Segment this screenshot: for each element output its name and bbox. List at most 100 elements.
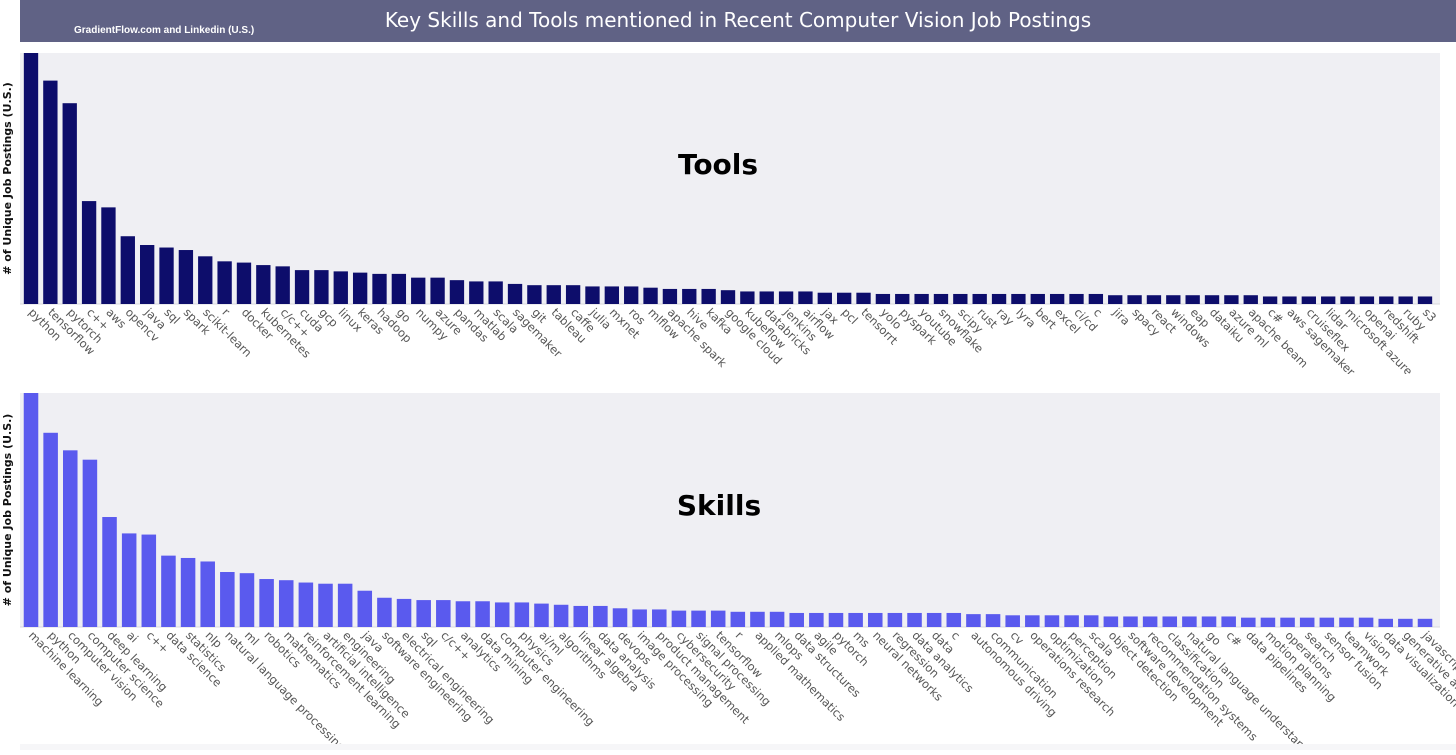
tools-bar-python — [23, 53, 39, 304]
skills-bar-deep-learning — [102, 517, 117, 627]
skills-bar-classification — [1162, 616, 1178, 627]
skills-tick-label-c: c# — [1224, 628, 1245, 649]
skills-bar-teamwork — [1339, 617, 1354, 627]
tools-bar-kubeflow — [740, 291, 755, 304]
tools-bar-eap — [1185, 295, 1200, 305]
tools-bar-kubernetes — [256, 265, 271, 304]
tools-plot-background — [20, 53, 1440, 304]
skills-bar-computer-science — [82, 459, 98, 627]
skills-bar-perception — [1064, 615, 1079, 627]
tools-bar-jax — [817, 292, 832, 304]
skills-bar-javascript — [1417, 618, 1433, 627]
tools-bar-openai — [1359, 296, 1375, 304]
tools-tick-label-bert: bert — [1033, 305, 1060, 332]
skills-bar-communication — [985, 614, 1001, 627]
tools-bar-linux — [333, 271, 348, 304]
skills-bar-ml — [239, 573, 255, 627]
skills-bar-c — [141, 534, 157, 627]
tools-y-axis-label: # of Unique Job Postings (U.S.) — [1, 82, 14, 275]
tools-bar-tensorrt — [856, 292, 871, 304]
tools-bar-spark — [178, 250, 194, 304]
skills-bar-c-c — [436, 600, 451, 627]
tools-bar-scala — [488, 281, 503, 304]
tools-bar-matlab — [469, 281, 484, 304]
skills-bar-data-visualization — [1378, 618, 1393, 627]
tools-bar-mlflow — [643, 287, 658, 305]
tools-bar-rust — [972, 293, 987, 304]
tools-bar-scipy — [953, 293, 968, 304]
skills-bar-linear-algebra — [573, 605, 589, 627]
skills-bar-r — [730, 611, 746, 627]
tools-tick-label-ray: ray — [994, 305, 1017, 328]
tools-bar-azure-ml — [1224, 295, 1239, 305]
skills-bar-pytorch — [828, 612, 844, 627]
tools-bar-tensorflow — [43, 80, 58, 304]
skills-bar-mathematics — [278, 580, 294, 627]
tools-bar-ruby — [1398, 296, 1413, 304]
tools-bar-kafka — [701, 288, 716, 304]
skills-bar-regression — [887, 612, 903, 627]
skills-bar-data-analytics — [907, 612, 922, 627]
tools-bar-spacy — [1127, 295, 1142, 305]
tools-bar-yolo — [875, 293, 891, 304]
skills-bar-nlp — [200, 561, 215, 627]
tools-bar-react — [1146, 295, 1162, 305]
tools-bar-pandas — [449, 280, 465, 304]
skills-bar-python — [43, 432, 58, 627]
tools-bar-java — [140, 245, 155, 304]
skills-bar-java — [357, 590, 373, 627]
tools-bar-scikit-learn — [198, 256, 213, 304]
tools-bar-go — [391, 273, 407, 304]
skills-bar-c — [1221, 616, 1236, 627]
skills-bar-ms — [848, 612, 863, 627]
skills-bar-engineering — [337, 583, 353, 627]
tools-bar-youtube — [914, 293, 929, 304]
skills-bar-signal-processing — [691, 610, 706, 627]
skills-bar-robotics — [259, 579, 274, 627]
tools-bar-cruiseflex — [1301, 296, 1316, 304]
tools-bar-lidar — [1321, 296, 1336, 304]
skills-bar-reinforcement-learning — [298, 582, 314, 627]
tools-bar-jenkins — [778, 291, 794, 304]
tools-bar-aws — [101, 207, 116, 305]
skills-bar-tensorflow — [710, 610, 726, 627]
skills-bar-mlops — [769, 611, 785, 627]
skills-bar-physics — [514, 602, 530, 627]
tools-tick-label-pcl: pcl — [839, 305, 861, 327]
skills-bar-natural-language-processing — [220, 572, 235, 627]
tools-chart: # of Unique Job Postings (U.S.) Tools pyth… — [0, 44, 1456, 379]
skills-chart-svg: # of Unique Job Postings (U.S.) Skillsmac… — [1, 393, 1456, 755]
skills-bar-statistics — [180, 557, 196, 627]
skills-chart-title: Skills — [677, 489, 761, 522]
skills-bar-algorithms — [553, 604, 569, 627]
skills-bar-ai — [121, 533, 137, 627]
skills-bar-product-management — [652, 609, 667, 627]
bottom-edge — [20, 744, 1456, 750]
tools-bar-pcl — [837, 292, 852, 304]
tools-chart-title: Tools — [678, 148, 758, 181]
tools-bar-s3 — [1417, 296, 1433, 304]
tools-bar-aws-sagemaker — [1282, 296, 1297, 304]
skills-bar-scala — [1083, 615, 1099, 627]
skills-bar-computer-vision — [63, 450, 78, 627]
skills-bar-machine-learning — [23, 393, 39, 627]
tools-bar-redshift — [1379, 296, 1394, 304]
tools-bar-tableau — [546, 285, 561, 304]
tools-bar-ros — [624, 286, 639, 304]
skills-bar-vision — [1358, 617, 1374, 627]
tools-bar-gcp — [314, 270, 329, 305]
skills-bar-optimization — [1044, 615, 1060, 627]
skills-bar-go — [1201, 616, 1217, 627]
skills-bar-data — [926, 612, 942, 627]
skills-bar-recommendation-systems — [1142, 616, 1158, 627]
skills-bar-ai-ml — [534, 603, 549, 627]
tools-bar-c — [81, 201, 97, 304]
tools-bar-keras — [352, 272, 368, 305]
tools-bar-numpy — [411, 277, 426, 305]
skills-bar-applied-mathematics — [750, 611, 765, 627]
tools-bar-google-cloud — [720, 290, 736, 304]
skills-bar-sensor-fusion — [1319, 617, 1335, 627]
tools-bar-sql — [159, 247, 174, 305]
tools-bar-airflow — [798, 291, 813, 304]
skills-tick-label-r: r — [733, 628, 746, 641]
